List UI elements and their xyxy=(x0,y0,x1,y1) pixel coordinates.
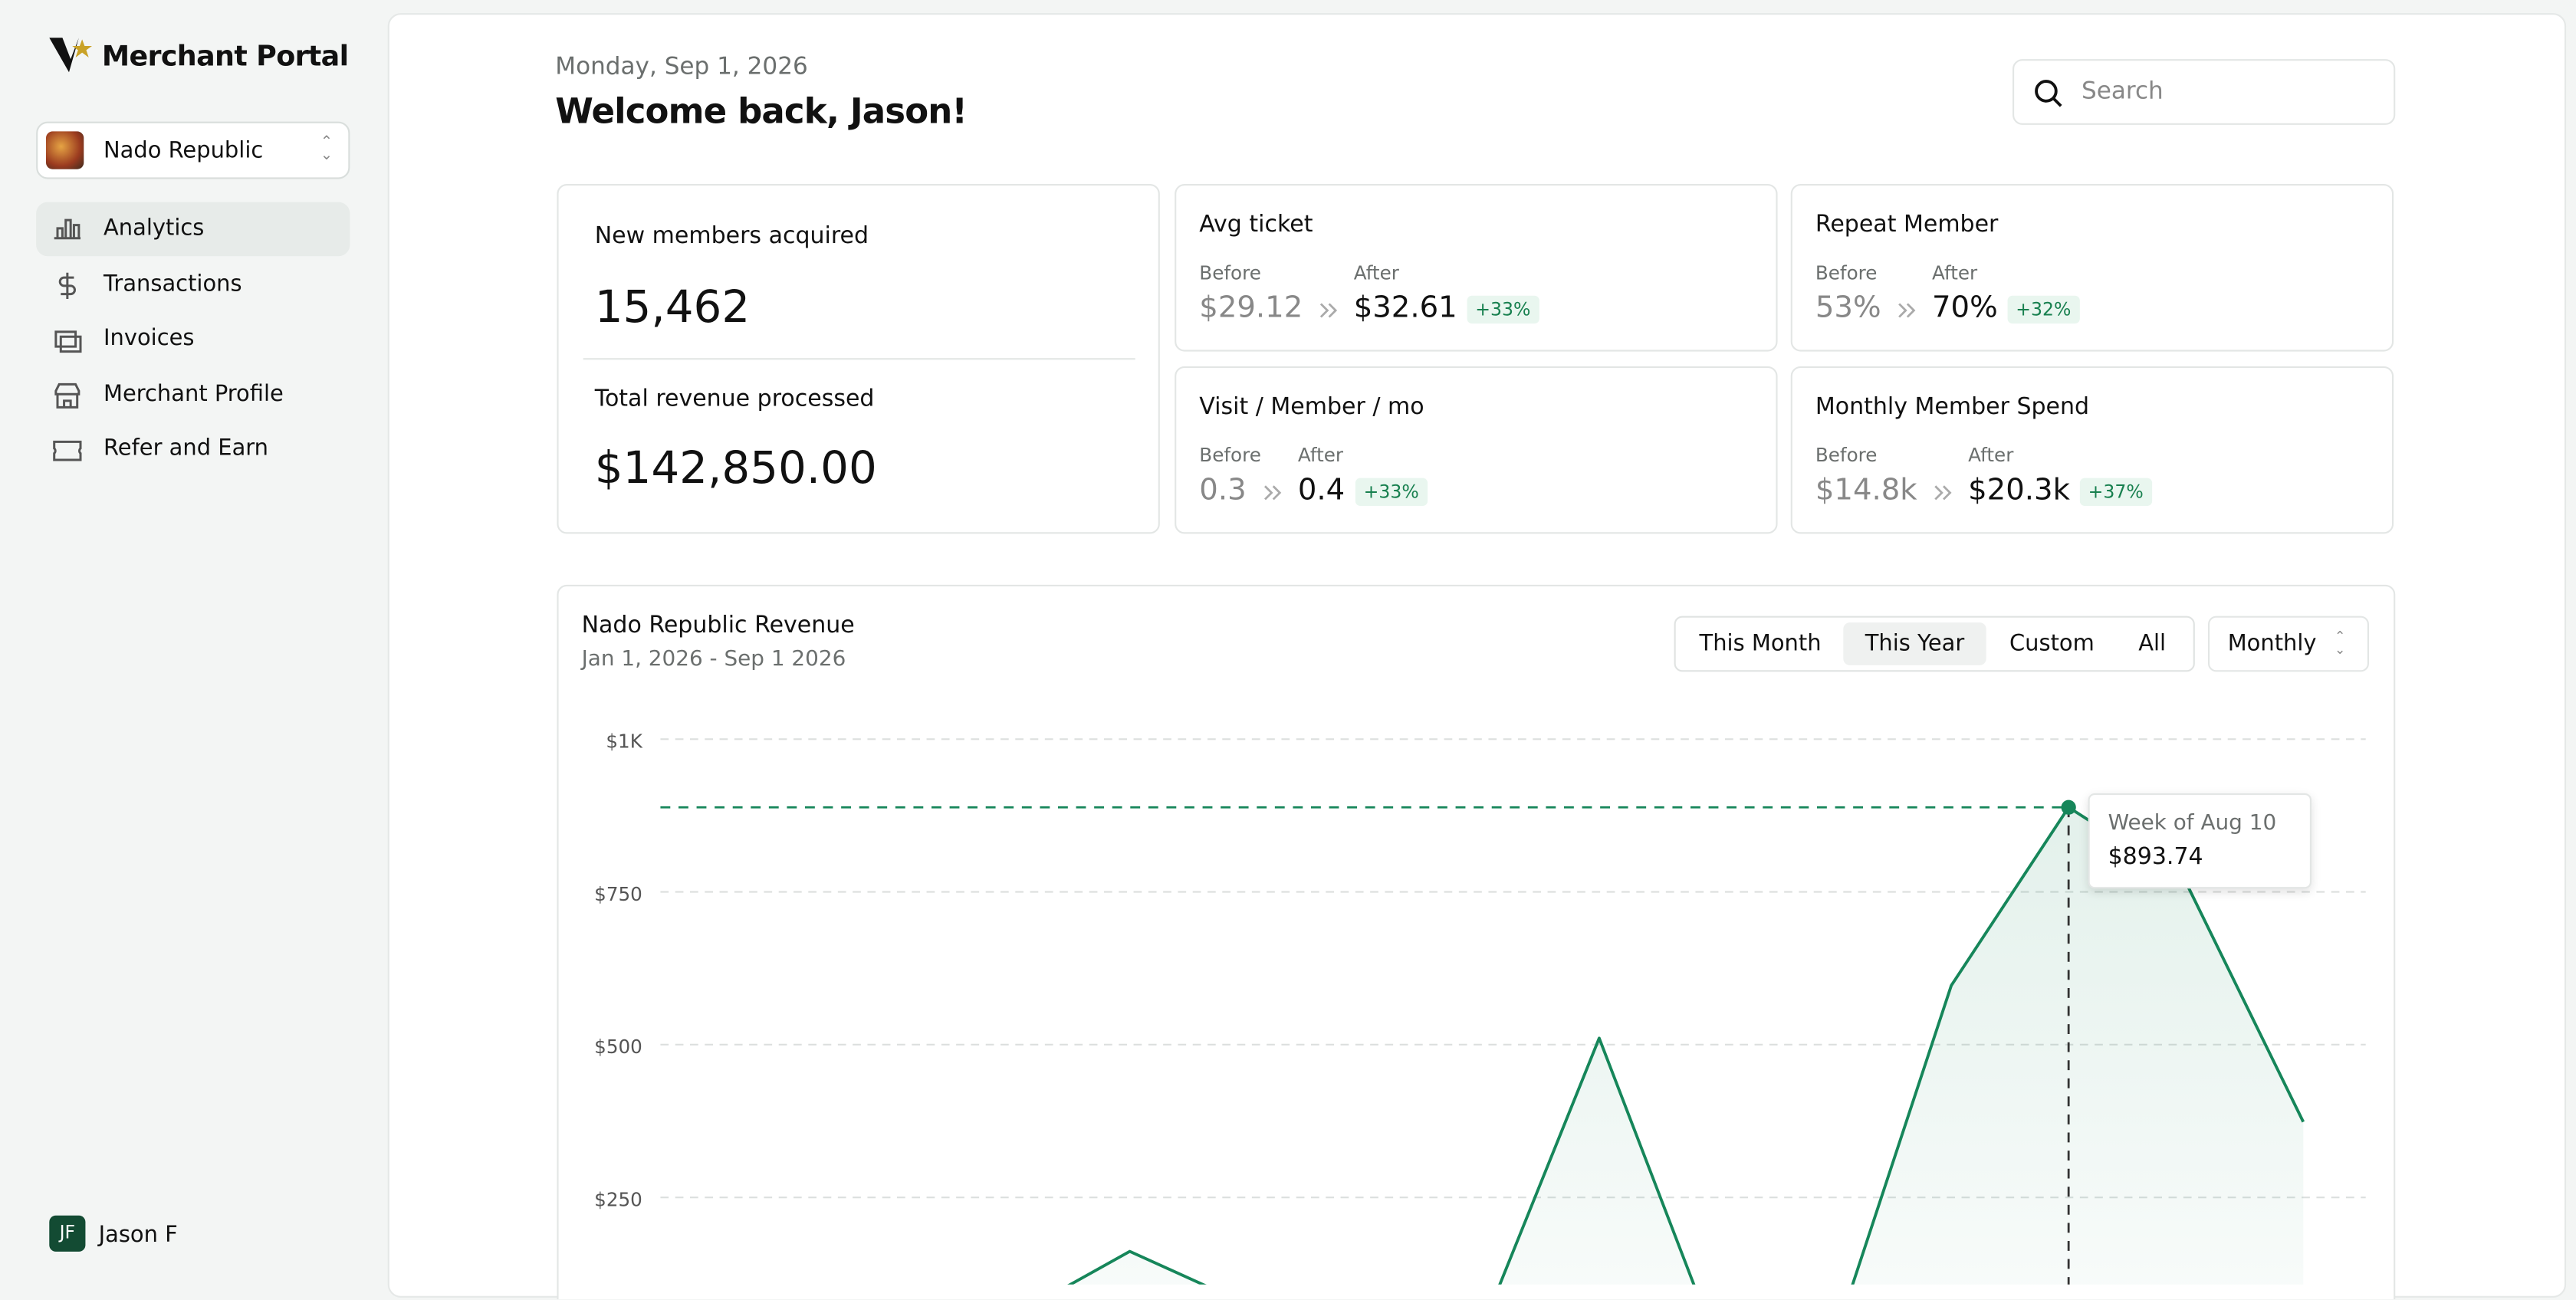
range-option[interactable]: This Year xyxy=(1843,622,1986,665)
after-label: After xyxy=(1297,443,1344,467)
user-avatar: JF xyxy=(49,1215,86,1252)
metric-title: Repeat Member xyxy=(1815,212,1999,238)
after-value: 0.4 xyxy=(1297,473,1346,508)
search-icon xyxy=(2035,80,2062,107)
before-label: Before xyxy=(1199,261,1261,284)
arrow xyxy=(1264,485,1282,501)
summary-label: Total revenue processed xyxy=(594,386,875,412)
chevron: ⌃ ⌄ xyxy=(320,134,334,165)
summary-value: 15,462 xyxy=(594,282,751,333)
arrow xyxy=(1898,303,1916,318)
range-option[interactable]: Custom xyxy=(2009,630,2095,658)
change-badge: +37% xyxy=(2079,478,2152,506)
chevron: ⌃ ⌄ xyxy=(2334,629,2346,658)
divider xyxy=(583,358,1135,360)
user-name[interactable]: Jason F xyxy=(98,1222,178,1249)
line xyxy=(1067,806,2305,1285)
after-value: $32.61 xyxy=(1353,291,1457,326)
nav-label: Transactions xyxy=(104,270,242,297)
merchant-name: Nado Republic xyxy=(104,138,264,165)
nav-label: Invoices xyxy=(104,325,195,352)
summary-card: New members acquired 15,462 Total revenu… xyxy=(557,184,1160,534)
tooltip-value: $893.74 xyxy=(2108,843,2203,870)
metric-title: Avg ticket xyxy=(1199,212,1313,238)
chart-subtitle: Jan 1, 2026 - Sep 1 2026 xyxy=(581,647,846,672)
search-box[interactable]: Search xyxy=(2013,59,2396,125)
range-selector: This Month This Year Custom All xyxy=(1674,616,2195,672)
date: Monday, Sep 1, 2026 xyxy=(555,54,808,80)
range-option[interactable]: This Month xyxy=(1699,630,1822,658)
logo xyxy=(49,38,92,73)
nav-icon xyxy=(54,330,82,353)
metric-card: Visit / Member / mo Before 0.3 After 0.4 +33% xyxy=(1175,366,1778,534)
nav-label: Merchant Profile xyxy=(104,380,284,407)
metric-title: Visit / Member / mo xyxy=(1199,394,1424,421)
arrow xyxy=(1934,485,1952,501)
arrow xyxy=(1319,303,1338,318)
nav-item[interactable]: Analytics xyxy=(36,202,350,257)
y-tick-label: $250 xyxy=(594,1188,642,1210)
nav-item[interactable]: Refer and Earn xyxy=(36,423,350,478)
nav-label: Analytics xyxy=(104,215,205,241)
interval-dropdown[interactable]: Monthly ⌃ ⌄ xyxy=(2208,616,2369,672)
before-label: Before xyxy=(1815,261,1878,284)
after-value: 70% xyxy=(1932,291,1998,326)
after-label: After xyxy=(1968,443,2014,467)
before-value: 0.3 xyxy=(1199,473,1247,508)
before-label: Before xyxy=(1815,443,1878,467)
chart-title: Nado Republic Revenue xyxy=(581,612,855,639)
metric-card: Repeat Member Before 53% After 70% +32% xyxy=(1790,184,2394,352)
after-label: After xyxy=(1932,261,1978,284)
peak-point xyxy=(2061,799,2076,815)
change-badge: +33% xyxy=(1467,295,1539,324)
after-label: After xyxy=(1353,261,1399,284)
change-badge: +32% xyxy=(2007,295,2080,324)
nav-icon xyxy=(54,382,80,409)
before-value: $29.12 xyxy=(1199,291,1303,326)
merchant-selector[interactable]: Nado Republic ⌃ ⌄ xyxy=(36,121,350,179)
range-option[interactable]: All xyxy=(2138,630,2167,658)
y-tick-label: $500 xyxy=(594,1036,642,1058)
metric-title: Monthly Member Spend xyxy=(1815,394,2090,421)
before-value: $14.8k xyxy=(1815,473,1917,508)
area xyxy=(1070,807,2304,1285)
summary-label: New members acquired xyxy=(594,223,869,250)
plot: $250 $500 $750 $1K xyxy=(594,730,2366,1285)
nav-item[interactable]: Invoices xyxy=(36,313,350,367)
interval: Monthly xyxy=(2227,630,2317,658)
nav-item[interactable]: Merchant Profile xyxy=(36,368,350,422)
nav-label: Refer and Earn xyxy=(104,435,269,462)
change-badge: +33% xyxy=(1355,478,1428,506)
nav-icon xyxy=(58,271,76,299)
metric-card: Avg ticket Before $29.12 After $32.61 +33% xyxy=(1175,184,1778,352)
nav-item[interactable]: Transactions xyxy=(36,258,350,312)
tooltip: Week of Aug 10 $893.74 xyxy=(2088,792,2312,888)
search-placeholder: Search xyxy=(2082,78,2164,106)
nav-icon xyxy=(54,218,80,240)
y-tick-label: $750 xyxy=(594,883,642,905)
metric-card: Monthly Member Spend Before $14.8k After $20… xyxy=(1790,366,2394,534)
brand: Merchant Portal xyxy=(101,41,349,74)
tooltip-title: Week of Aug 10 xyxy=(2108,810,2277,835)
merchant-avatar xyxy=(46,131,84,169)
nav-icon xyxy=(53,441,82,462)
y-tick-label: $1K xyxy=(606,730,642,753)
after-value: $20.3k xyxy=(1968,473,2070,508)
summary-value: $142,850.00 xyxy=(594,443,877,494)
greeting: Welcome back, Jason! xyxy=(555,92,968,132)
before-value: 53% xyxy=(1815,291,1881,326)
before-label: Before xyxy=(1199,443,1261,467)
